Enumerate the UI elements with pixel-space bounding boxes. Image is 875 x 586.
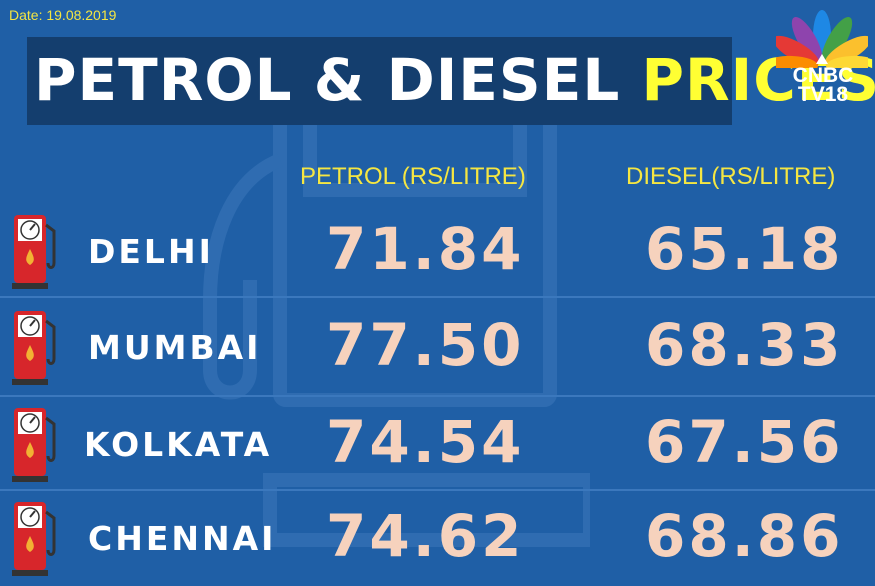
diesel-price: 65.18 [645, 215, 844, 283]
logo-line-cnbc: CNBC [792, 64, 854, 87]
title-banner [27, 37, 732, 125]
table-row: KOLKATA 74.54 67.56 [0, 396, 875, 492]
city-name: MUMBAI [88, 328, 262, 367]
diesel-column-header: DIESEL(RS/LITRE) [626, 163, 836, 190]
row-divider [0, 296, 875, 298]
row-divider [0, 395, 875, 397]
petrol-price: 71.84 [326, 215, 525, 283]
city-name: KOLKATA [84, 425, 273, 464]
title-main: PETROL & DIESEL [34, 46, 642, 114]
logo-line-tv18: TV18 [797, 83, 849, 106]
diesel-price: 68.86 [645, 502, 844, 570]
table-row: MUMBAI 77.50 68.33 [0, 299, 875, 395]
fuel-pump-icon [12, 215, 56, 289]
petrol-column-header: PETROL (RS/LITRE) [300, 163, 526, 190]
logo-text: CNBC TV18 [778, 64, 868, 106]
fuel-pump-icon [12, 311, 56, 385]
city-name: CHENNAI [88, 519, 277, 558]
diesel-price: 68.33 [645, 311, 844, 379]
petrol-price: 74.62 [326, 502, 525, 570]
fuel-pump-icon [12, 502, 56, 576]
petrol-price: 74.54 [326, 408, 525, 476]
diesel-price: 67.56 [645, 408, 844, 476]
petrol-price: 77.50 [326, 311, 525, 379]
page-title: PETROL & DIESEL PRICES [34, 40, 875, 120]
row-divider [0, 489, 875, 491]
fuel-pump-icon [12, 408, 56, 482]
cnbc-peacock-logo-icon [776, 10, 868, 68]
date-label: Date: 19.08.2019 [9, 7, 117, 23]
table-row: CHENNAI 74.62 68.86 [0, 490, 875, 586]
city-name: DELHI [88, 232, 214, 271]
table-row: DELHI 71.84 65.18 [0, 203, 875, 299]
